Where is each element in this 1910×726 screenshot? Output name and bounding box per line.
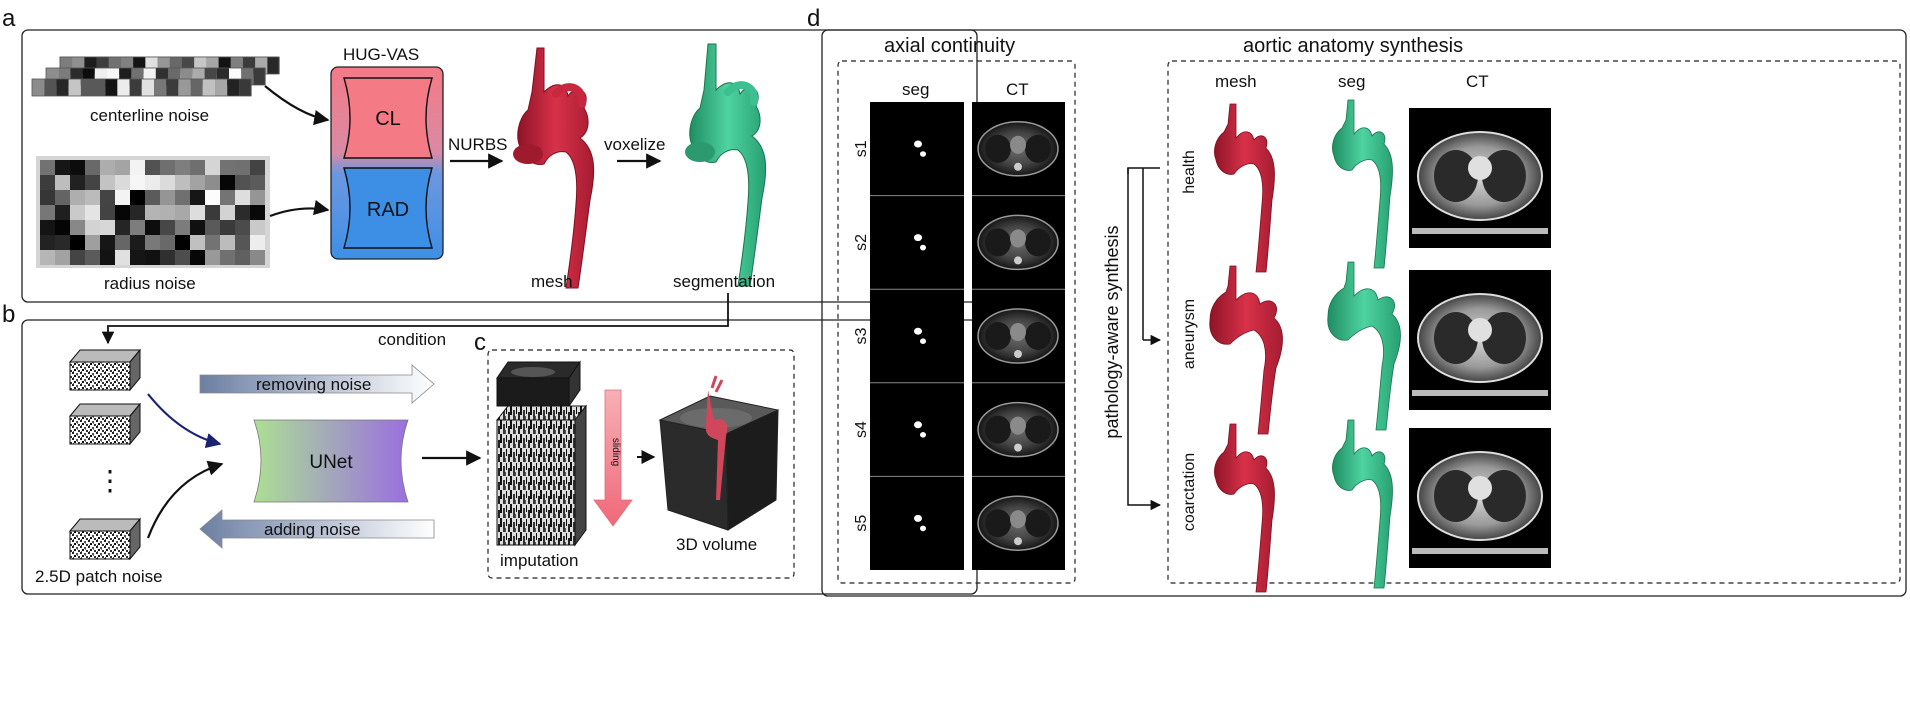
imputation-label: imputation — [500, 551, 578, 570]
synthesis-frame — [1167, 60, 1901, 584]
slice-label: s4 — [853, 421, 870, 438]
seg-blob — [914, 327, 922, 335]
noise-patch-1 — [68, 348, 142, 392]
synth-mesh — [1214, 103, 1275, 273]
slice-label: s5 — [853, 515, 870, 532]
nurbs-label: NURBS — [448, 135, 508, 154]
axial-slices: s1 s2 s3 s4 s5 — [853, 121, 1065, 551]
condition-label: condition — [378, 330, 446, 349]
synth-seg — [1332, 419, 1393, 589]
radius-to-vas-arrow — [269, 199, 330, 218]
3d-volume-cube — [658, 375, 780, 531]
sliding-arrow — [593, 389, 633, 527]
synthesis-title: aortic anatomy synthesis — [1243, 35, 1463, 57]
panel-a-letter: a — [2, 5, 16, 32]
synth-seg — [1332, 99, 1393, 269]
pathology-row-label: health — [1181, 150, 1198, 194]
adding-noise-arrow — [199, 509, 435, 549]
imputation-volume — [495, 404, 588, 547]
axial-continuity-title: axial continuity — [884, 35, 1015, 57]
unet-label: UNet — [309, 452, 353, 473]
hug-vas-title: HUG-VAS — [343, 45, 419, 64]
patch-noise-label: 2.5D patch noise — [35, 567, 163, 586]
volume-label: 3D volume — [676, 535, 757, 554]
noise-patch-2 — [68, 402, 142, 446]
seg-blob — [914, 514, 922, 522]
pathology-row-label: coarctation — [1181, 453, 1198, 531]
cl-encoder-shape — [343, 77, 433, 159]
pathology-bracket — [1127, 167, 1162, 511]
synth-mesh — [1214, 423, 1275, 593]
synthesis-seg-header: seg — [1338, 72, 1365, 91]
removing-noise-arrow — [199, 364, 435, 404]
sliding-label: sliding — [610, 438, 621, 466]
seg-column — [870, 102, 964, 570]
radius-noise-image — [36, 156, 270, 268]
slice-label: s3 — [853, 327, 870, 344]
panel-b-letter: b — [2, 301, 15, 328]
synth-seg — [1327, 261, 1401, 431]
slice-label: s1 — [853, 140, 870, 157]
synthesis-ct-header: CT — [1466, 72, 1489, 91]
synthesis-mesh-header: mesh — [1215, 72, 1257, 91]
synthesis-rows: health aneurysm coarctation — [1181, 99, 1551, 593]
patch-to-unet-arrow-2 — [146, 460, 224, 539]
panel-d-letter: d — [807, 5, 820, 32]
panel-c-letter: c — [474, 329, 486, 356]
seg-blob — [920, 244, 926, 251]
seg-blob — [920, 432, 926, 438]
centerline-to-vas-arrow — [264, 85, 330, 126]
seg-blob — [914, 234, 922, 242]
seg-blob — [920, 151, 926, 157]
adding-noise-label: adding noise — [264, 520, 360, 539]
seg-blob — [914, 140, 922, 148]
radius-noise-label: radius noise — [104, 274, 196, 293]
cl-label: CL — [375, 108, 401, 130]
condition-arrow — [101, 293, 729, 345]
mesh-aorta — [513, 47, 595, 289]
patch-to-unet-arrow-1 — [147, 393, 222, 449]
unet-block — [253, 419, 409, 503]
rad-label: RAD — [367, 199, 409, 221]
mesh-label: mesh — [531, 272, 573, 291]
axial-seg-header: seg — [902, 80, 929, 99]
ellipsis: ⋮ — [96, 465, 124, 496]
centerline-noise-image — [31, 56, 280, 97]
axial-ct-header: CT — [1006, 80, 1029, 99]
segmentation-label: segmentation — [673, 272, 775, 291]
imputation-slice-top — [496, 360, 581, 408]
voxelize-label: voxelize — [604, 135, 665, 154]
seg-blob — [914, 421, 922, 429]
panel-d-frame — [821, 29, 1907, 597]
panel-c-frame — [487, 349, 795, 579]
slice-label: s2 — [853, 234, 870, 251]
removing-noise-label: removing noise — [256, 375, 371, 394]
centerline-noise-label: centerline noise — [90, 106, 209, 125]
noise-patch-3 — [68, 517, 142, 561]
pathology-aware-label: pathology-aware synthesis — [1102, 225, 1122, 438]
segmentation-aorta — [685, 43, 767, 287]
rad-encoder-shape — [343, 167, 433, 249]
seg-blob — [920, 525, 926, 532]
pathology-row-label: aneurysm — [1181, 299, 1198, 369]
synth-mesh — [1209, 265, 1283, 435]
seg-blob — [920, 338, 926, 345]
